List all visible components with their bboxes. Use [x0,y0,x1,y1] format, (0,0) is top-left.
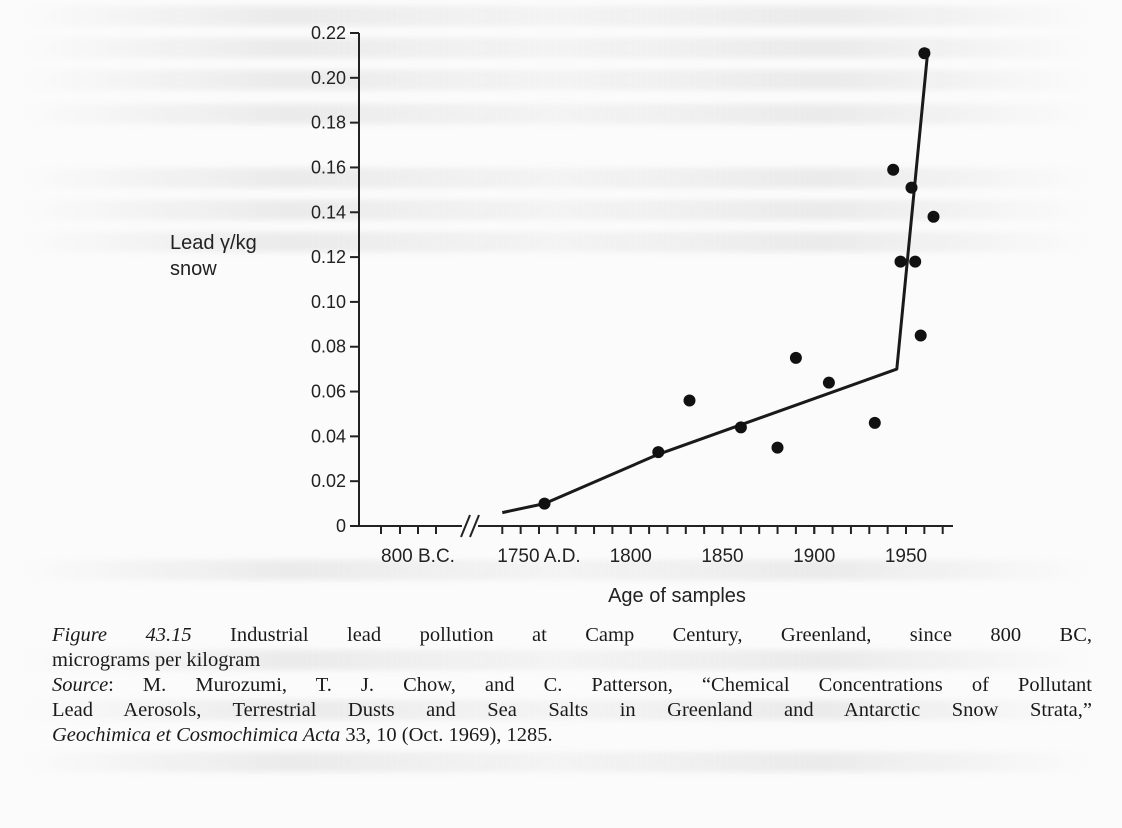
trend-line-group [501,48,930,515]
x-tick-label: 1850 [701,546,743,567]
figure-title-text: Industrial lead pollution at Camp Centur… [230,624,1092,646]
axis-break-mark [460,514,471,538]
x-tick-label: 1800 [610,546,652,567]
source-label: Source [52,674,109,696]
figure-label: Figure 43.15 [52,624,192,646]
x-tick-label: 1900 [793,546,835,567]
lead-pollution-chart: 0 0.02 0.04 0.06 0.08 0.10 0.12 0.14 0.16 0.18 0.2… [170,23,953,607]
y-axis-label-line2: snow [170,258,217,280]
journal-name: Geochimica et Cosmochimica Acta [52,724,341,746]
y-tick-label: 0.10 [311,292,346,312]
data-point [887,163,900,176]
x-tick-label: 1750 A.D. [497,546,580,567]
x-axis: 800 B.C. 1750 A.D. 1800 1850 1900 1950 [359,514,953,567]
data-point [914,329,927,342]
data-point [909,255,922,268]
x-axis-label: Age of samples [608,585,746,607]
y-tick-label: 0.02 [311,471,346,491]
journal-citation: 33, 10 (Oct. 1969), 1285. [340,724,553,746]
data-point [734,421,747,434]
data-point [771,441,784,454]
y-tick-label: 0.08 [311,337,346,357]
data-point [868,416,881,429]
data-point [927,210,940,223]
y-tick-label: 0.22 [311,23,346,43]
source-authors: : M. Murozumi, T. J. Chow, and C. Patter… [108,674,1092,696]
y-axis-label-line1: Lead γ/kg [170,232,257,254]
x-tick-label: 1950 [885,546,927,567]
y-tick-label: 0.04 [311,426,346,446]
data-point [652,446,665,459]
figure-caption: Figure 43.15 Industrial lead pollution a… [52,623,1092,748]
data-point [538,497,551,510]
y-tick-label: 0.16 [311,157,346,177]
x-tick-label: 800 B.C. [381,546,455,567]
data-point [822,376,835,389]
y-axis: 0 0.02 0.04 0.06 0.08 0.10 0.12 0.14 0.16 0.18 0.2… [311,23,360,536]
y-tick-label: 0.12 [311,247,346,267]
axis-break-mark [469,514,480,538]
y-tick-label: 0.20 [311,68,346,88]
figure-caption-line1: Figure 43.15 Industrial lead pollution a… [52,623,1092,648]
data-point [905,181,918,194]
data-point [894,255,907,268]
y-tick-label: 0.06 [311,382,346,402]
source-line2: Lead Aerosols, Terrestrial Dusts and Sea… [52,699,1092,721]
data-point [789,351,802,364]
figure-caption-line2: micrograms per kilogram [52,649,261,671]
source-line1: Source: M. Murozumi, T. J. Chow, and C. … [52,673,1092,698]
y-tick-label: 0.18 [311,113,346,133]
data-points [538,47,940,510]
trend-line [501,48,930,515]
data-point [683,394,696,407]
y-tick-label: 0 [336,516,346,536]
source-line3: Geochimica et Cosmochimica Acta 33, 10 (… [52,723,1092,748]
y-tick-label: 0.14 [311,202,346,222]
data-point [918,47,931,60]
